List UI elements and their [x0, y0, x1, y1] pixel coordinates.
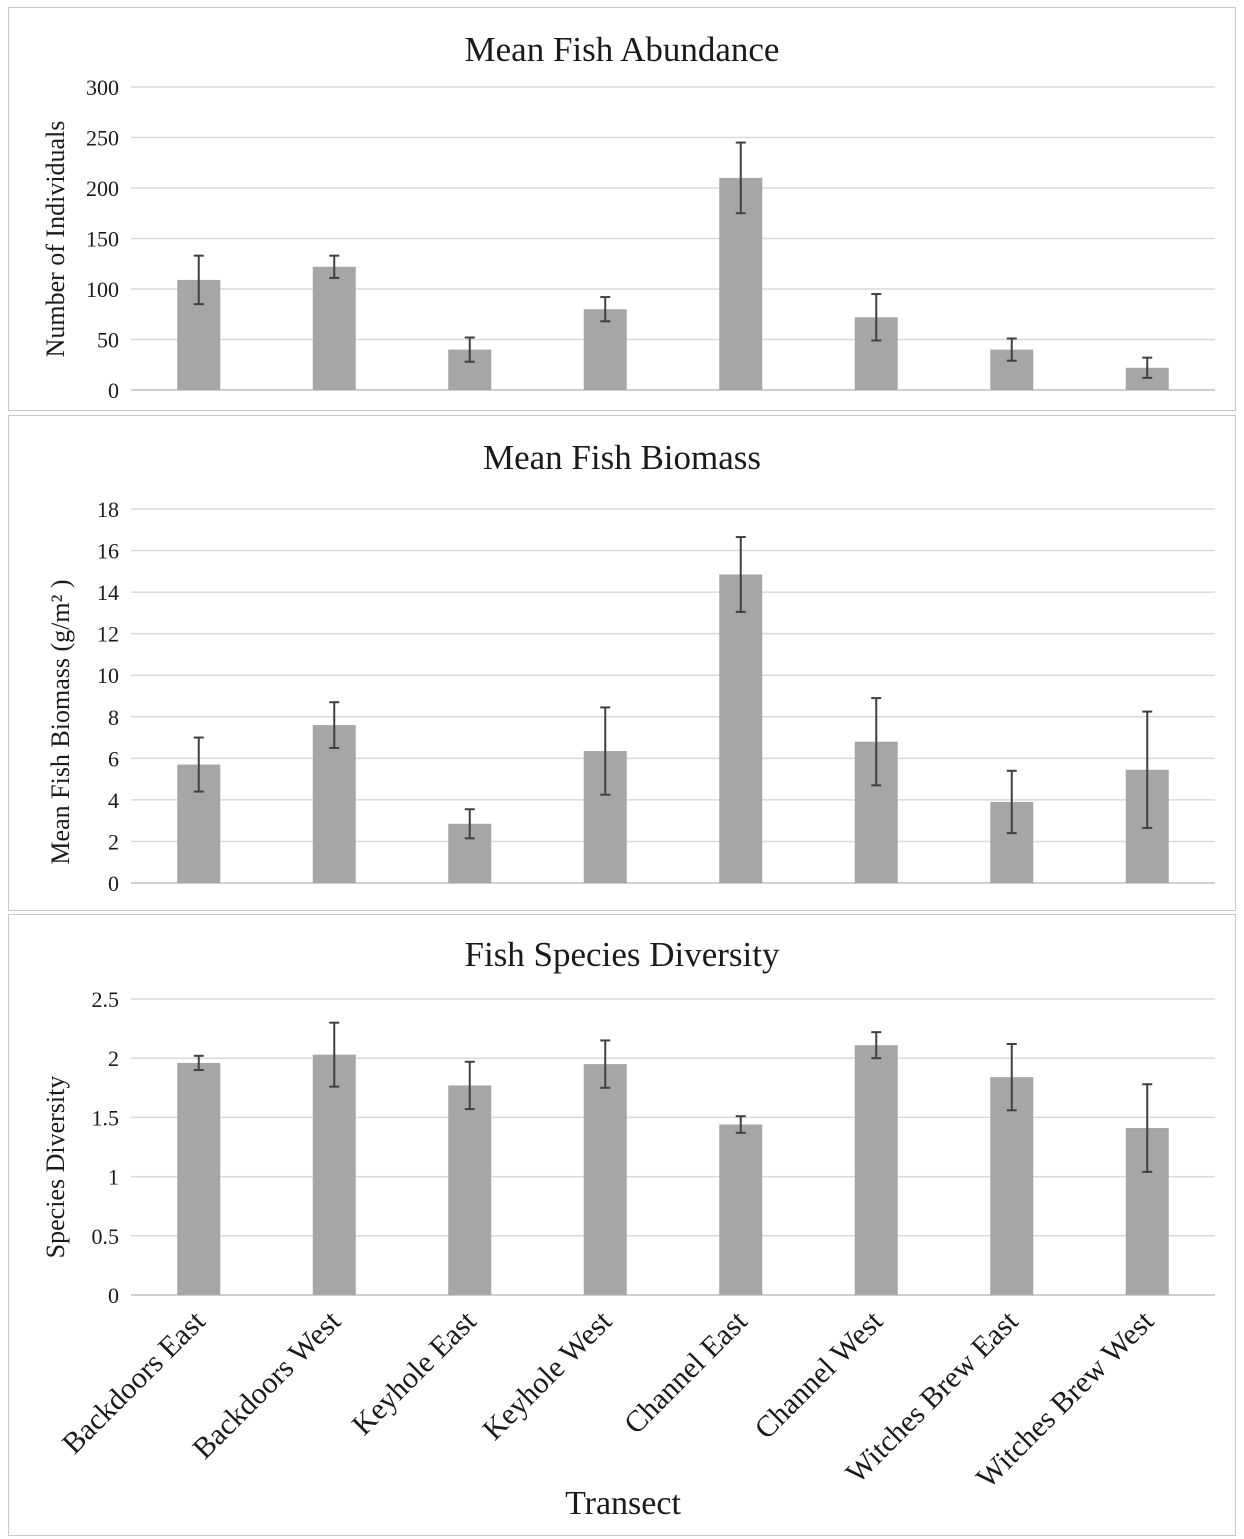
x-tick-label: Keyhole East	[346, 1304, 483, 1441]
bar	[1125, 367, 1169, 390]
chart-panel-abundance: Mean Fish Abundance Number of Individual…	[8, 7, 1236, 411]
bar	[990, 1077, 1034, 1295]
y-tick-label: 10	[97, 663, 119, 688]
bar	[854, 1045, 898, 1295]
y-tick-label: 14	[97, 580, 119, 605]
y-tick-label: 0	[108, 1283, 119, 1308]
y-tick-label: 0.5	[92, 1224, 120, 1249]
y-tick-label: 2	[108, 829, 119, 854]
x-axis-title: Transect	[565, 1485, 681, 1522]
y-tick-label: 2.5	[92, 987, 120, 1012]
x-tick-label: Channel East	[618, 1304, 754, 1440]
bar	[312, 1054, 356, 1295]
y-tick-label: 50	[97, 328, 119, 353]
bar	[719, 574, 763, 883]
y-tick-label: 8	[108, 705, 119, 730]
y-tick-label: 6	[108, 746, 119, 771]
bar	[583, 1064, 627, 1295]
y-tick-label: 0	[108, 871, 119, 896]
y-tick-label: 18	[97, 497, 119, 522]
bar	[312, 266, 356, 390]
y-tick-label: 0	[108, 378, 119, 403]
chart-title: Mean Fish Biomass	[482, 438, 762, 477]
y-tick-label: 1	[108, 1165, 119, 1190]
bar	[448, 1085, 492, 1295]
y-tick-label: 100	[86, 277, 119, 302]
bar	[719, 1124, 763, 1295]
bar	[177, 1062, 221, 1295]
y-tick-label: 12	[97, 622, 119, 647]
x-tick-label: Channel West	[748, 1304, 889, 1445]
y-tick-label: 2	[108, 1046, 119, 1071]
y-tick-label: 4	[108, 788, 119, 813]
y-tick-label: 200	[86, 176, 119, 201]
chart-panel-diversity: Fish Species Diversity Species Diversity…	[8, 914, 1236, 1536]
y-tick-label: 250	[86, 126, 119, 151]
y-tick-label: 150	[86, 227, 119, 252]
y-tick-label: 1.5	[92, 1105, 120, 1130]
bar	[583, 309, 627, 390]
chart-plot-area: 0 50 100 150 200 250 300	[86, 75, 1215, 403]
x-tick-label: Backdoors East	[56, 1304, 212, 1460]
y-tick-label: 300	[86, 75, 119, 100]
bar	[312, 725, 356, 883]
y-tick-label: 16	[97, 539, 119, 564]
chart-title: Mean Fish Abundance	[464, 30, 780, 69]
chart-panel-biomass: Mean Fish Biomass Mean Fish Biomass (g/m…	[8, 415, 1236, 911]
x-tick-label: Keyhole West	[476, 1304, 618, 1446]
chart-plot-area: 0 2 4 6 8 10 12 14 16 18	[97, 497, 1215, 896]
chart-title: Fish Species Diversity	[464, 935, 780, 974]
